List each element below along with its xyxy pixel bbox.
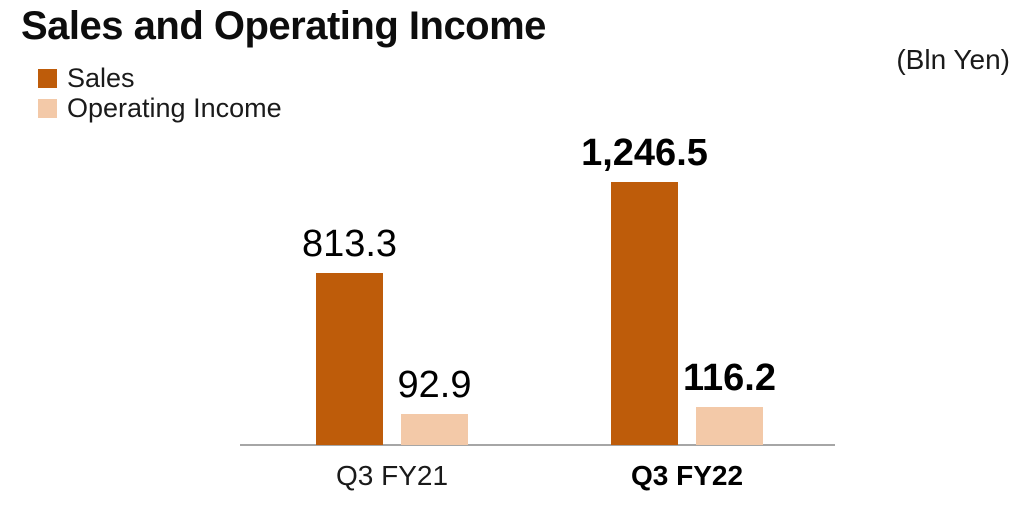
legend-item-sales: Sales	[38, 63, 282, 93]
legend: Sales Operating Income	[38, 63, 282, 123]
legend-label-operating-income: Operating Income	[67, 92, 282, 123]
legend-item-operating-income: Operating Income	[38, 93, 282, 123]
x-label-q3-fy22: Q3 FY22	[630, 460, 744, 491]
x-label-q3-fy21: Q3 FY21	[335, 460, 449, 491]
value-label-operating-income-q3-fy22: 116.2	[683, 357, 776, 400]
unit-note: (Bln Yen)	[896, 44, 1010, 75]
bar-sales-q3-fy22	[611, 182, 678, 445]
value-label-sales-q3-fy21: 813.3	[301, 223, 398, 266]
legend-swatch-sales	[38, 68, 57, 88]
x-axis-line	[240, 444, 835, 446]
value-label-operating-income-q3-fy21: 92.9	[397, 364, 472, 407]
legend-label-sales: Sales	[67, 62, 135, 93]
value-label-sales-q3-fy22: 1,246.5	[581, 132, 708, 175]
bar-sales-q3-fy21	[316, 273, 383, 445]
legend-swatch-operating-income	[38, 98, 57, 118]
bar-operating-income-q3-fy22	[696, 407, 763, 445]
page-title: Sales and Operating Income	[21, 4, 546, 48]
bar-operating-income-q3-fy21	[401, 414, 468, 445]
